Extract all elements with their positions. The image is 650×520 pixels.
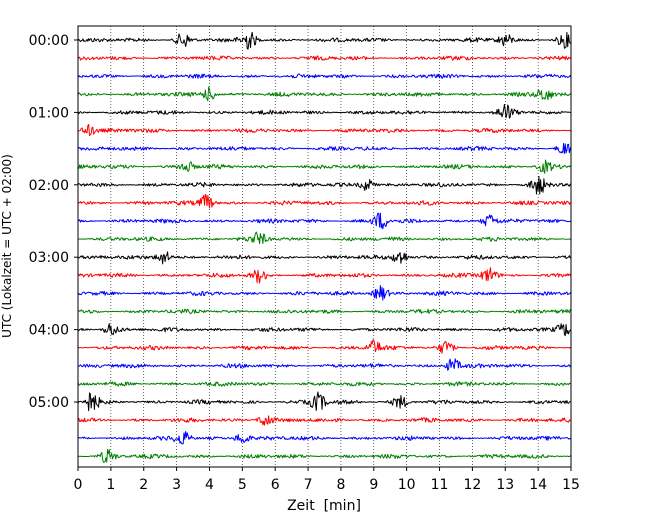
x-tick-label-0: 0 [74, 477, 83, 493]
trace-23 [77, 449, 572, 463]
trace-19 [77, 381, 572, 387]
trace-10 [77, 212, 572, 230]
x-tick-label-10: 10 [398, 477, 416, 493]
x-tick-label-13: 13 [496, 477, 514, 493]
trace-22 [77, 430, 572, 445]
trace-20 [77, 391, 572, 412]
x-tick-label-8: 8 [336, 477, 345, 493]
y-tick-label-1: 01:00 [29, 105, 69, 121]
trace-8 [77, 176, 572, 195]
x-tick-label-1: 1 [106, 477, 115, 493]
x-tick-label-3: 3 [172, 477, 181, 493]
trace-1 [77, 55, 572, 61]
trace-2 [77, 73, 572, 79]
trace-11 [77, 231, 572, 245]
trace-5 [77, 123, 572, 137]
x-tick-label-5: 5 [238, 477, 247, 493]
trace-6 [77, 142, 572, 154]
y-tick-label-4: 04:00 [29, 323, 69, 339]
trace-7 [77, 159, 572, 174]
plot-frame [77, 25, 572, 468]
trace-0 [77, 31, 572, 50]
y-tick-label-3: 03:00 [29, 250, 69, 266]
trace-4 [77, 103, 572, 119]
trace-16 [77, 323, 572, 337]
x-tick-label-4: 4 [205, 477, 214, 493]
trace-13 [77, 267, 572, 284]
trace-17 [77, 339, 572, 354]
y-tick-label-0: 00:00 [29, 33, 69, 49]
trace-15 [77, 308, 572, 315]
y-tick-label-2: 02:00 [29, 178, 69, 194]
trace-3 [77, 86, 572, 102]
x-tick-label-6: 6 [271, 477, 280, 493]
y-axis-ticks: 00:00 01:00 02:00 03:00 04:00 05:00 [29, 33, 78, 411]
y-axis-label: UTC (Lokalzeit = UTC + 02:00) [0, 154, 14, 338]
trace-9 [77, 193, 572, 209]
x-tick-label-14: 14 [529, 477, 547, 493]
x-tick-label-9: 9 [369, 477, 378, 493]
x-axis-label: Zeit [min] [287, 498, 361, 514]
x-tick-label-12: 12 [463, 477, 481, 493]
y-tick-label-5: 05:00 [29, 395, 69, 411]
trace-21 [77, 415, 572, 426]
trace-18 [77, 358, 572, 371]
trace-14 [77, 285, 572, 301]
trace-12 [77, 251, 572, 265]
x-tick-label-11: 11 [431, 477, 449, 493]
x-tick-label-2: 2 [139, 477, 148, 493]
x-tick-label-7: 7 [304, 477, 313, 493]
x-axis-ticks: 0 1 2 3 4 5 6 7 8 9 10 11 12 13 14 15 [74, 467, 580, 493]
x-tick-label-15: 15 [562, 477, 580, 493]
seismogram-traces [77, 31, 572, 463]
